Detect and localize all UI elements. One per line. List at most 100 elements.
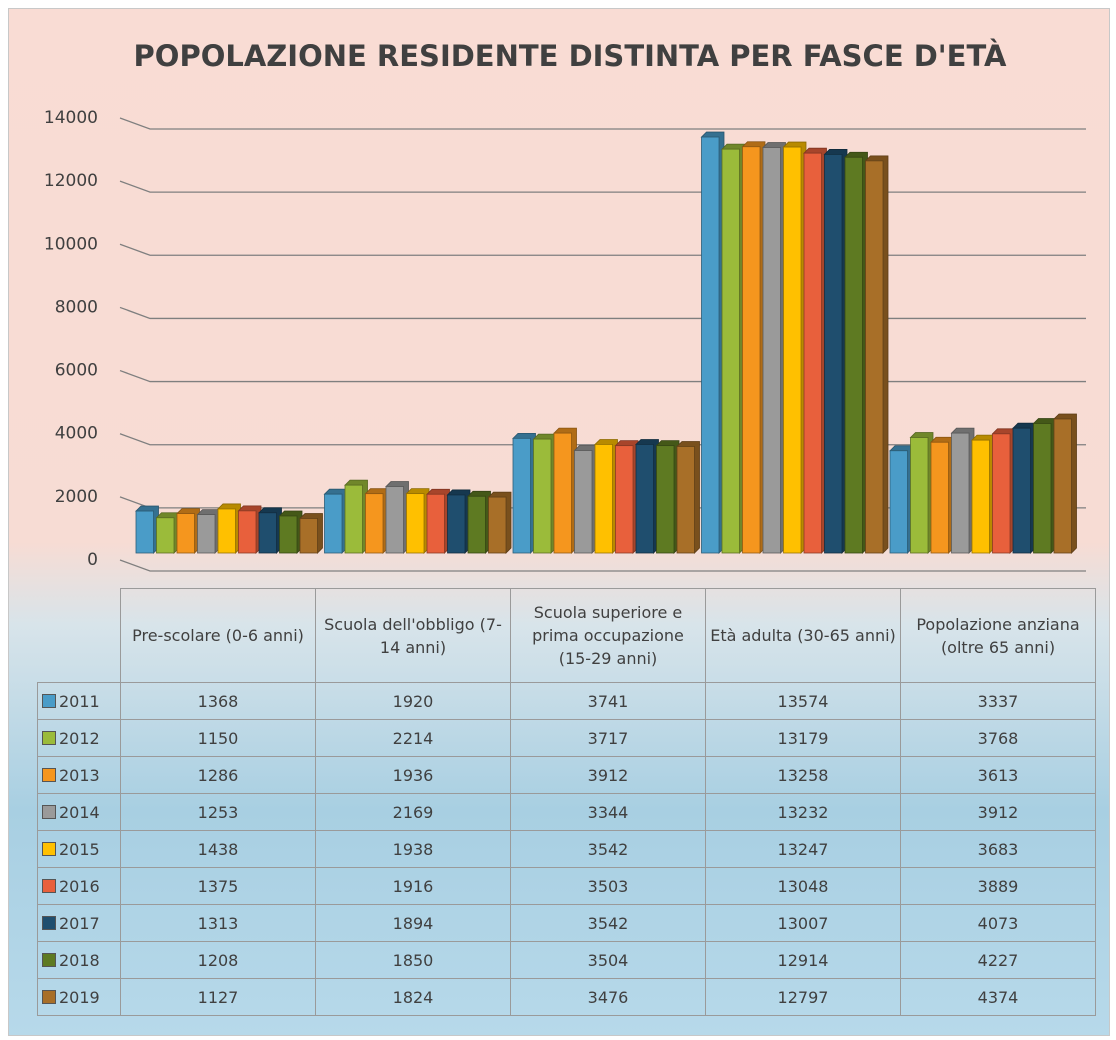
table-row: 2017 1313 1894 3542 13007 4073	[37, 904, 1096, 942]
bar	[992, 433, 1011, 554]
chart: POPOLAZIONE RESIDENTE DISTINTA PER FASCE…	[44, 39, 1086, 572]
table-value: 1916	[315, 867, 511, 905]
table-value: 1150	[120, 719, 316, 757]
legend-label: 2012	[59, 728, 100, 748]
legend-swatch	[42, 878, 56, 893]
table-value: 13232	[705, 793, 901, 831]
bar	[910, 437, 929, 554]
bar	[553, 432, 572, 554]
legend-label: 2017	[59, 913, 100, 933]
table-value: 1368	[120, 682, 316, 720]
y-tick-label: 2000	[55, 487, 98, 507]
bar	[844, 156, 863, 554]
table-row: 2018 1208 1850 3504 12914 4227	[37, 941, 1096, 979]
table-value: 1438	[120, 830, 316, 868]
grid-line	[119, 117, 1086, 130]
y-tick-label: 4000	[55, 424, 98, 444]
table-value: 3476	[510, 978, 706, 1016]
table-value: 3717	[510, 719, 706, 757]
table-value: 1938	[315, 830, 511, 868]
legend-label: 2016	[59, 876, 100, 896]
table-row: 2015 1438 1938 3542 13247 3683	[37, 830, 1096, 868]
table-value: 12914	[705, 941, 901, 979]
bar	[258, 512, 277, 554]
legend-swatch	[42, 915, 56, 930]
table-value: 1936	[315, 756, 511, 794]
legend-cell: 2017	[37, 904, 121, 942]
table-value: 1894	[315, 904, 511, 942]
table-value: 1286	[120, 756, 316, 794]
table-value: 3542	[510, 904, 706, 942]
table-value: 3344	[510, 793, 706, 831]
category-label: Scuola dell'obbligo (7-14 anni)	[315, 588, 511, 683]
table-row: 2011 1368 1920 3741 13574 3337	[37, 682, 1096, 720]
table-value: 13258	[705, 756, 901, 794]
grid-line	[119, 180, 1086, 193]
table-value: 1850	[315, 941, 511, 979]
y-tick-label: 12000	[44, 171, 98, 191]
legend-label: 2018	[59, 950, 100, 970]
legend-cell: 2012	[37, 719, 121, 757]
table-value: 1920	[315, 682, 511, 720]
table-value: 3889	[900, 867, 1096, 905]
table-value: 1824	[315, 978, 511, 1016]
legend-swatch	[42, 767, 56, 782]
bar	[762, 147, 781, 554]
table-row: 2016 1375 1916 3503 13048 3889	[37, 867, 1096, 905]
grid-line	[119, 369, 1086, 383]
grid-line	[119, 243, 1086, 256]
bar	[930, 441, 949, 554]
corner	[37, 588, 121, 683]
table-value: 3613	[900, 756, 1096, 794]
table-value: 3683	[900, 830, 1096, 868]
table-value: 1375	[120, 867, 316, 905]
table-value: 1253	[120, 793, 316, 831]
legend-cell: 2011	[37, 682, 121, 720]
chart-title: POPOLAZIONE RESIDENTE DISTINTA PER FASCE…	[134, 39, 1007, 73]
bar	[238, 510, 257, 554]
bar	[197, 514, 216, 554]
bar	[324, 493, 343, 554]
legend-swatch	[42, 952, 56, 967]
table-value: 3912	[900, 793, 1096, 831]
bar	[467, 495, 486, 554]
table-value: 13007	[705, 904, 901, 942]
bar	[742, 146, 761, 554]
table-value: 4374	[900, 978, 1096, 1016]
bar	[615, 445, 634, 554]
bar	[889, 450, 908, 554]
table-value: 3542	[510, 830, 706, 868]
bar	[156, 517, 175, 554]
legend-cell: 2015	[37, 830, 121, 868]
legend-cell: 2016	[37, 867, 121, 905]
table-header: Pre-scolare (0-6 anni) Scuola dell'obblig…	[37, 588, 1096, 683]
table-value: 3912	[510, 756, 706, 794]
legend-label: 2013	[59, 765, 100, 785]
legend-label: 2014	[59, 802, 100, 822]
table-row: 2013 1286 1936 3912 13258 3613	[37, 756, 1096, 794]
category-label: Scuola superiore e prima occupazione (15…	[510, 588, 706, 683]
table-value: 4227	[900, 941, 1096, 979]
bar	[1053, 418, 1072, 554]
bar	[594, 444, 613, 554]
legend-label: 2011	[59, 691, 100, 711]
table-value: 3768	[900, 719, 1096, 757]
bar	[488, 496, 507, 554]
table-value: 2214	[315, 719, 511, 757]
bar	[176, 513, 195, 554]
legend-label: 2015	[59, 839, 100, 859]
table-row: 2019 1127 1824 3476 12797 4374	[37, 978, 1096, 1016]
y-tick-label: 10000	[44, 234, 98, 254]
table-value: 3504	[510, 941, 706, 979]
y-tick-label: 0	[87, 550, 98, 570]
legend-cell: 2014	[37, 793, 121, 831]
bar	[344, 484, 363, 554]
bar	[676, 446, 695, 554]
bar	[406, 493, 425, 554]
bar	[721, 148, 740, 554]
legend-cell: 2013	[37, 756, 121, 794]
table-value: 1127	[120, 978, 316, 1016]
bar	[217, 508, 236, 554]
bar	[533, 438, 552, 554]
bar	[365, 493, 384, 554]
